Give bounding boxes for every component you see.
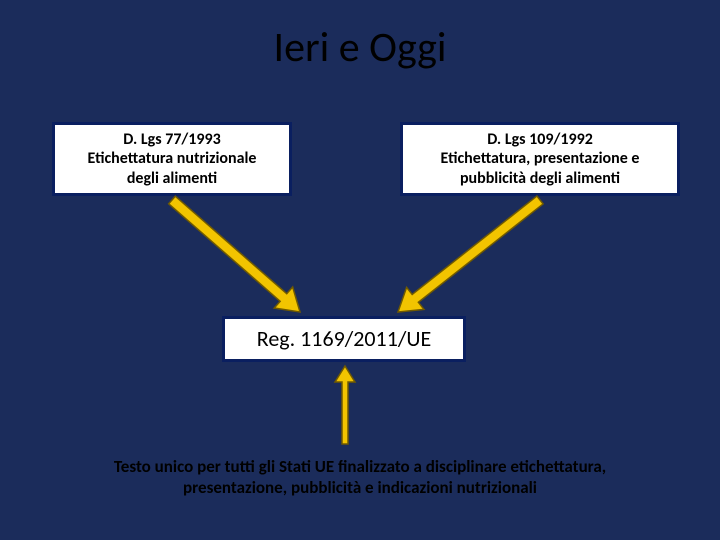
box-left-line1: D. Lgs 77/1993	[123, 130, 221, 149]
slide-title: Ieri e Oggi	[0, 22, 720, 73]
box-right-line2: Etichettatura, presentazione e	[441, 149, 640, 168]
bottom-line1: Testo unico per tutti gli Stati UE final…	[114, 456, 606, 477]
box-right-line1: D. Lgs 109/1992	[487, 130, 593, 149]
bottom-text: Testo unico per tutti gli Stati UE final…	[0, 456, 720, 498]
title-text: Ieri e Oggi	[273, 22, 446, 73]
box-left-line2: Etichettatura nutrizionale	[88, 149, 257, 168]
arrow-up-icon	[325, 346, 365, 464]
slide: Ieri e Oggi D. Lgs 77/1993 Etichettatura…	[0, 0, 720, 540]
bottom-line2: presentazione, pubblicità e indicazioni …	[183, 477, 537, 498]
arrow-left-icon	[144, 172, 328, 340]
arrow-right-icon	[370, 172, 568, 340]
